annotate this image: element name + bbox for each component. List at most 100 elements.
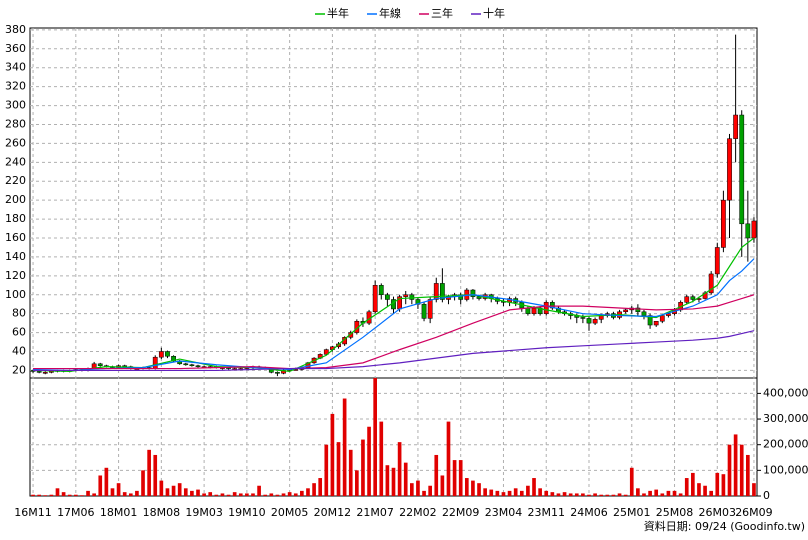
volume-bar: [538, 488, 542, 496]
volume-bar: [519, 490, 524, 496]
volume-bar: [31, 494, 35, 496]
volume-bar: [593, 493, 597, 496]
candle-body: [427, 299, 433, 319]
volume-bar: [80, 495, 84, 496]
volume-bar: [318, 478, 323, 496]
candle-body: [165, 351, 170, 357]
volume-bar: [367, 426, 371, 496]
y2-tick-label: 100,000: [763, 463, 808, 476]
volume-bar: [556, 493, 561, 496]
volume-bar: [513, 488, 518, 496]
y2-tick-label: 0: [763, 489, 770, 502]
x-tick-label: 19M03: [185, 506, 223, 519]
candle-body: [458, 294, 464, 300]
volume-bar: [361, 439, 365, 496]
x-tick-label: 25M01: [613, 506, 651, 519]
candle-body: [195, 365, 201, 367]
volume-bar: [190, 490, 194, 496]
y-tick-label: 60: [12, 326, 26, 339]
volume-bar: [727, 444, 732, 496]
volume-bar: [672, 490, 677, 496]
candle-body: [708, 273, 714, 294]
volume-bar: [330, 413, 335, 496]
volume-bar: [281, 493, 286, 496]
y-tick-label: 380: [5, 23, 26, 36]
volume-bar: [703, 485, 707, 496]
volume-bar: [526, 485, 530, 496]
candle-body: [635, 307, 641, 313]
volume-bar: [171, 485, 176, 496]
x-tick-label: 18M08: [143, 506, 181, 519]
x-tick-label: 19M10: [228, 506, 266, 519]
volume-bar: [617, 493, 622, 496]
candle-body: [733, 114, 739, 139]
volume-bar: [214, 494, 219, 496]
volume-bar: [428, 485, 432, 496]
candle-body: [659, 315, 665, 322]
x-tick-label: 26M03: [699, 506, 737, 519]
volume-bar: [581, 493, 585, 496]
volume-bar: [202, 493, 206, 496]
volume-bar: [183, 488, 188, 496]
volume-bar: [385, 465, 390, 496]
volume-bar: [293, 493, 298, 496]
volume-bar: [629, 467, 634, 496]
x-tick-label: 16M11: [14, 506, 52, 519]
candle-body: [537, 307, 543, 314]
volume-bar: [587, 494, 591, 496]
y-tick-label: 320: [5, 80, 26, 93]
volume-bar: [440, 475, 445, 496]
volume-bar: [165, 488, 170, 496]
x-tick-label: 18M01: [100, 506, 138, 519]
volume-bar: [678, 493, 683, 496]
x-tick-label: 22M09: [442, 506, 480, 519]
moving-average-line: [33, 294, 755, 370]
volume-bar: [128, 493, 133, 496]
volume-bar: [715, 472, 720, 496]
candle-body: [543, 302, 549, 314]
volume-bar: [403, 462, 408, 496]
volume-bar: [446, 421, 451, 496]
volume-bar: [122, 492, 127, 496]
legend-label: 年線: [379, 6, 401, 20]
volume-bar: [574, 493, 579, 496]
y-tick-label: 360: [5, 42, 26, 55]
volume-bar: [269, 493, 274, 496]
candle-body: [470, 289, 476, 297]
volume-bar: [232, 492, 237, 496]
candle-body: [42, 372, 48, 374]
volume-bar: [434, 454, 439, 496]
volume-bar: [623, 494, 628, 496]
volume-bar: [495, 490, 500, 496]
legend-label: 十年: [483, 6, 505, 20]
volume-bar: [159, 480, 164, 496]
plot-frame: [29, 27, 758, 497]
y-tick-label: 120: [5, 269, 26, 282]
candle-body: [476, 296, 482, 299]
volume-bar: [92, 493, 96, 496]
volume-bar: [458, 460, 463, 496]
y-tick-label: 280: [5, 117, 26, 130]
legend-label: 半年: [327, 6, 349, 20]
candle-body: [666, 313, 671, 316]
candle-body: [745, 223, 751, 239]
volume-bar: [287, 492, 292, 496]
candle-body: [531, 307, 537, 314]
volume-bar: [642, 493, 646, 496]
candle-body: [36, 371, 42, 373]
candle-body: [378, 285, 384, 296]
volume-bar: [348, 449, 353, 496]
volume-bar: [55, 488, 60, 496]
candle-body: [653, 320, 659, 326]
volume-bar: [471, 480, 475, 496]
y-tick-label: 220: [5, 174, 26, 187]
x-tick-label: 23M04: [485, 506, 523, 519]
y-tick-label: 140: [5, 250, 26, 263]
volume-bar: [605, 494, 610, 496]
candle-body: [684, 296, 690, 303]
candle-body: [592, 319, 598, 324]
candle-body: [586, 318, 592, 324]
volume-bar: [37, 494, 41, 496]
volume-bar: [238, 493, 243, 496]
volume-bar: [312, 483, 316, 496]
